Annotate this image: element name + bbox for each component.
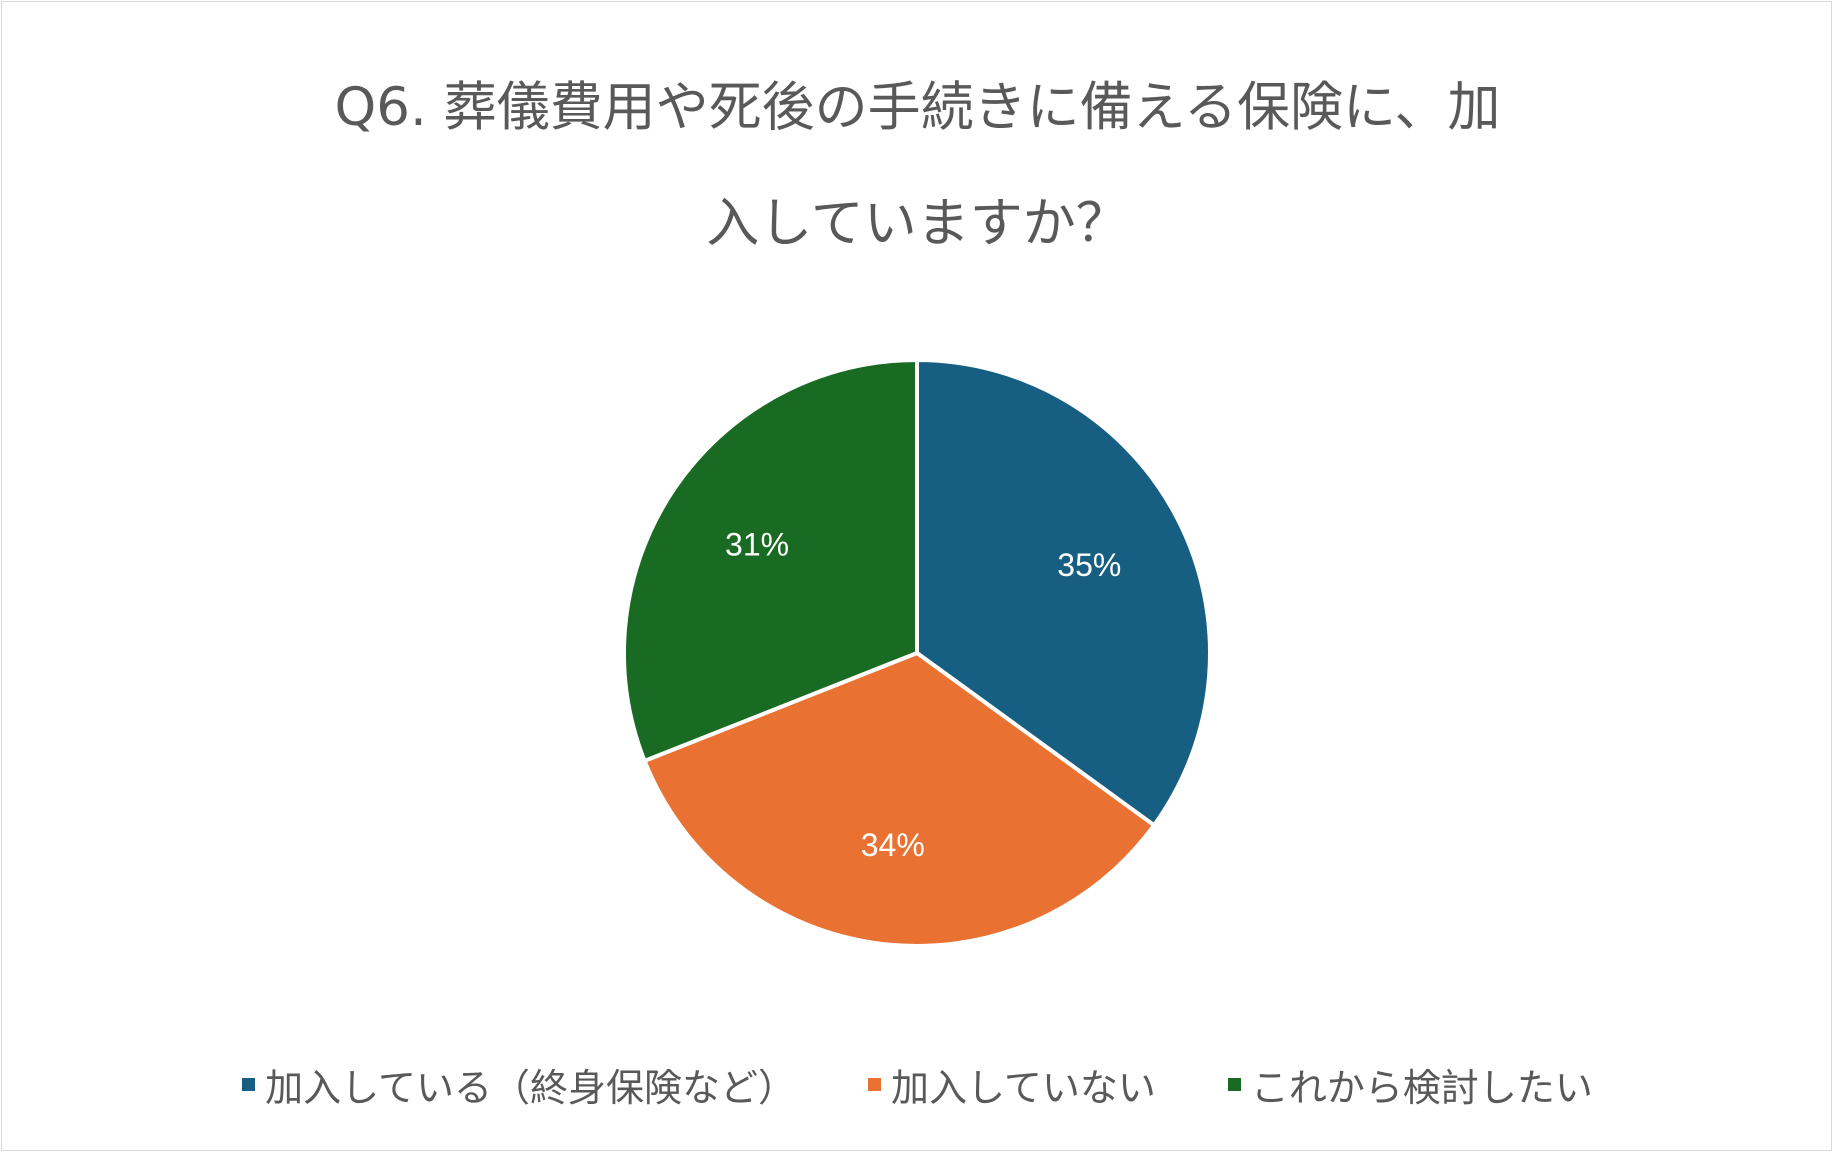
legend-swatch-enrolled [242, 1077, 256, 1091]
data-label-considering: 31% [725, 526, 789, 562]
data-label-enrolled: 35% [1057, 547, 1121, 583]
legend-swatch-considering [1227, 1077, 1241, 1091]
legend-item-considering: これから検討したい [1227, 1057, 1593, 1112]
pie-slice-enrolled [915, 358, 1212, 828]
pie-slice-considering [622, 358, 919, 763]
chart-legend: 加入している（終身保険など） 加入していない これから検討したい [0, 1058, 1835, 1110]
chart-title-line-2: 入していますか？ [706, 193, 1129, 254]
chart-title: Q6. 葬儀費用や死後の手続きに備える保険に、加 入していますか？ [0, 50, 1835, 282]
pie-slice-not-enrolled [642, 651, 1157, 948]
legend-swatch-not-enrolled [867, 1077, 881, 1091]
chart-title-line-1: Q6. 葬儀費用や死後の手続きに備える保険に、加 [334, 77, 1501, 138]
legend-label-not-enrolled: 加入していない [890, 1065, 1156, 1110]
legend-item-enrolled: 加入している（終身保険など） [242, 1057, 796, 1112]
legend-item-not-enrolled: 加入していない [867, 1057, 1156, 1112]
legend-label-considering: これから検討したい [1250, 1065, 1593, 1110]
legend-label-enrolled: 加入している（終身保険など） [265, 1065, 796, 1110]
data-label-not-enrolled: 34% [861, 827, 925, 863]
